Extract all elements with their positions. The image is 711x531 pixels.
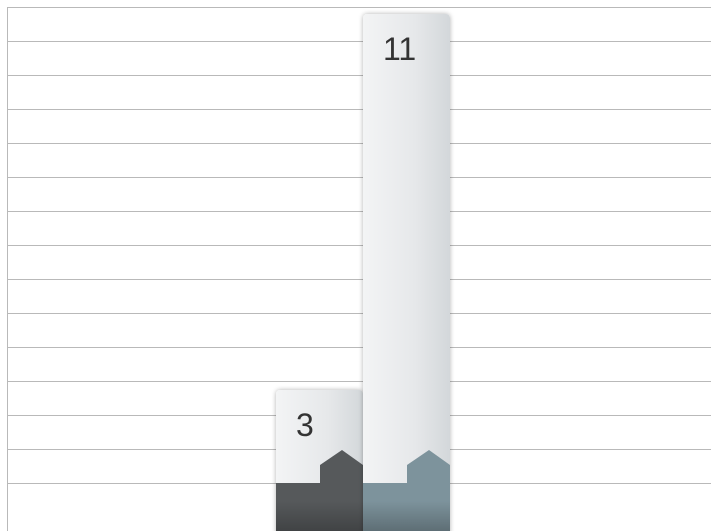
value-label: 3	[296, 407, 314, 443]
bar-scene-shade	[276, 501, 363, 531]
bar-group: 3	[276, 390, 363, 531]
bar-scene-shade	[363, 501, 450, 531]
value-label: 11	[383, 31, 416, 67]
bar	[363, 14, 450, 531]
bar-group: 11	[363, 14, 450, 531]
bars: 3 11	[276, 14, 450, 531]
